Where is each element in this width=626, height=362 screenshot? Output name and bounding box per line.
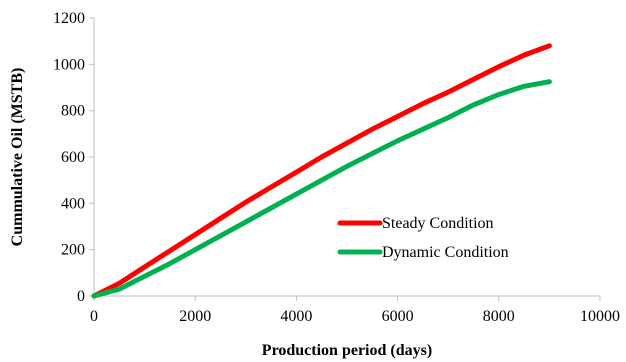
y-tick-label: 1200 <box>53 10 85 27</box>
y-tick-label: 800 <box>61 103 85 120</box>
x-tick-label: 8000 <box>483 308 515 325</box>
series-line-0 <box>91 43 552 299</box>
legend: Steady Condition Dynamic Condition <box>337 215 509 261</box>
x-tick-label: 4000 <box>280 308 312 325</box>
y-axis-title: Cummulative Oil (MSTB) <box>9 68 26 247</box>
x-tick-label: 6000 <box>382 308 414 325</box>
axes: 0 200 400 600 800 1000 1200 0 2000 4000 6000 8000 10… <box>53 10 620 325</box>
x-tick-label: 10000 <box>580 308 620 325</box>
y-tick-label: 600 <box>61 149 85 166</box>
x-tick-label: 2000 <box>179 308 211 325</box>
x-axis-title: Production period (days) <box>262 342 432 359</box>
y-tick-label: 0 <box>77 288 85 305</box>
y-tick-label: 1000 <box>53 56 85 73</box>
legend-label-0: Steady Condition <box>382 215 494 232</box>
series-lines <box>91 43 552 299</box>
y-tick-label: 200 <box>61 242 85 259</box>
legend-label-1: Dynamic Condition <box>382 244 509 261</box>
y-tick-label: 400 <box>61 195 85 212</box>
series-line-1 <box>91 79 552 299</box>
x-tick-label: 0 <box>90 308 98 325</box>
